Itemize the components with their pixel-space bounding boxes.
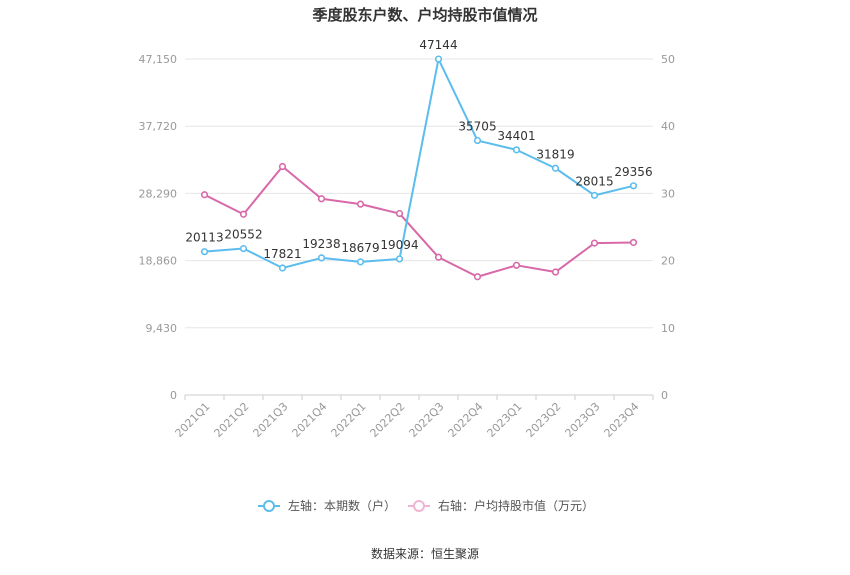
left-tick-label: 9,430 xyxy=(146,322,178,335)
x-tick-label: 2021Q4 xyxy=(290,400,330,440)
data-label: 20113 xyxy=(185,231,223,245)
series-left-point xyxy=(278,264,287,272)
grid-lines xyxy=(185,58,653,329)
right-tick-label: 30 xyxy=(661,187,675,200)
right-tick-label: 40 xyxy=(661,120,675,133)
right-tick-label: 0 xyxy=(661,389,668,402)
x-tick-label: 2023Q3 xyxy=(563,400,603,440)
series-right-point xyxy=(629,238,638,247)
x-tick-label: 2022Q3 xyxy=(407,400,447,440)
series-right xyxy=(200,162,638,281)
left-axis: 0 9,430 18,860 28,290 37,720 47,150 xyxy=(139,53,178,402)
series-left-point xyxy=(551,164,560,172)
series-right-point xyxy=(278,162,287,171)
series-right-point xyxy=(200,191,209,199)
x-tick-label: 2023Q2 xyxy=(524,400,564,440)
chart-title: 季度股东户数、户均持股市值情况 xyxy=(312,6,537,24)
series-right-point xyxy=(239,210,248,218)
x-axis: 2021Q12021Q22021Q32021Q42022Q12022Q22022… xyxy=(173,394,654,440)
left-tick-label: 0 xyxy=(170,389,177,402)
series-right-point xyxy=(395,209,404,218)
x-tick-label: 2022Q1 xyxy=(329,400,369,440)
data-label: 29356 xyxy=(614,165,652,179)
legend: 左轴：本期数（户） 右轴：户均持股市值（万元） xyxy=(258,498,594,513)
series-right-point xyxy=(590,239,599,247)
left-tick-label: 47,150 xyxy=(139,53,178,66)
legend-item-right[interactable]: 右轴：户均持股市值（万元） xyxy=(408,498,594,513)
data-label: 19094 xyxy=(380,238,418,252)
series-right-point xyxy=(512,261,521,269)
x-tick-label: 2021Q2 xyxy=(212,400,252,440)
series-left-point xyxy=(356,258,365,266)
series-right-point xyxy=(473,273,482,281)
series-left-point xyxy=(590,191,599,199)
x-tick-label: 2023Q4 xyxy=(602,400,642,440)
legend-label-right: 右轴：户均持股市值（万元） xyxy=(438,498,594,513)
data-label: 35705 xyxy=(458,120,496,134)
legend-swatch-left-marker xyxy=(263,500,275,512)
series-left-point xyxy=(473,136,482,145)
data-label: 18679 xyxy=(341,241,379,255)
series-left-point xyxy=(317,254,326,262)
series-left-line xyxy=(204,58,634,270)
data-label: 34401 xyxy=(497,129,535,143)
x-tick-label: 2022Q2 xyxy=(368,400,408,440)
left-tick-label: 37,720 xyxy=(139,120,178,133)
series-right-point xyxy=(551,268,560,276)
series-left-point xyxy=(512,146,521,154)
data-label: 19238 xyxy=(302,237,340,251)
series-left-point xyxy=(629,182,638,190)
legend-label-left: 左轴：本期数（户） xyxy=(288,498,396,513)
series-left-point xyxy=(239,244,248,253)
series-right-point xyxy=(317,195,326,203)
x-tick-label: 2022Q4 xyxy=(446,400,486,440)
right-tick-label: 10 xyxy=(661,322,675,335)
series-left-point xyxy=(200,248,209,256)
x-tick-label: 2021Q1 xyxy=(173,400,213,440)
right-axis: 0 10 20 30 40 50 xyxy=(661,53,675,402)
data-label: 28015 xyxy=(575,174,613,188)
series-right-point xyxy=(356,200,365,208)
x-tick-label: 2023Q1 xyxy=(485,400,525,440)
series-right-point xyxy=(434,253,443,261)
series-left xyxy=(200,55,638,272)
right-tick-label: 50 xyxy=(661,53,675,66)
data-label: 20552 xyxy=(224,228,262,242)
x-tick-label: 2021Q3 xyxy=(251,400,291,440)
data-label: 47144 xyxy=(419,38,457,52)
series-left-point xyxy=(434,55,443,63)
left-tick-label: 18,860 xyxy=(139,255,178,268)
source-note: 数据来源：恒生聚源 xyxy=(371,546,479,561)
legend-swatch-right-marker xyxy=(413,500,425,512)
series-right-line xyxy=(204,165,634,278)
series-left-point xyxy=(395,255,404,263)
legend-item-left[interactable]: 左轴：本期数（户） xyxy=(258,498,396,513)
right-tick-label: 20 xyxy=(661,255,675,268)
data-label: 31819 xyxy=(536,147,574,161)
left-tick-label: 28,290 xyxy=(139,187,178,200)
data-label: 17821 xyxy=(263,247,301,261)
